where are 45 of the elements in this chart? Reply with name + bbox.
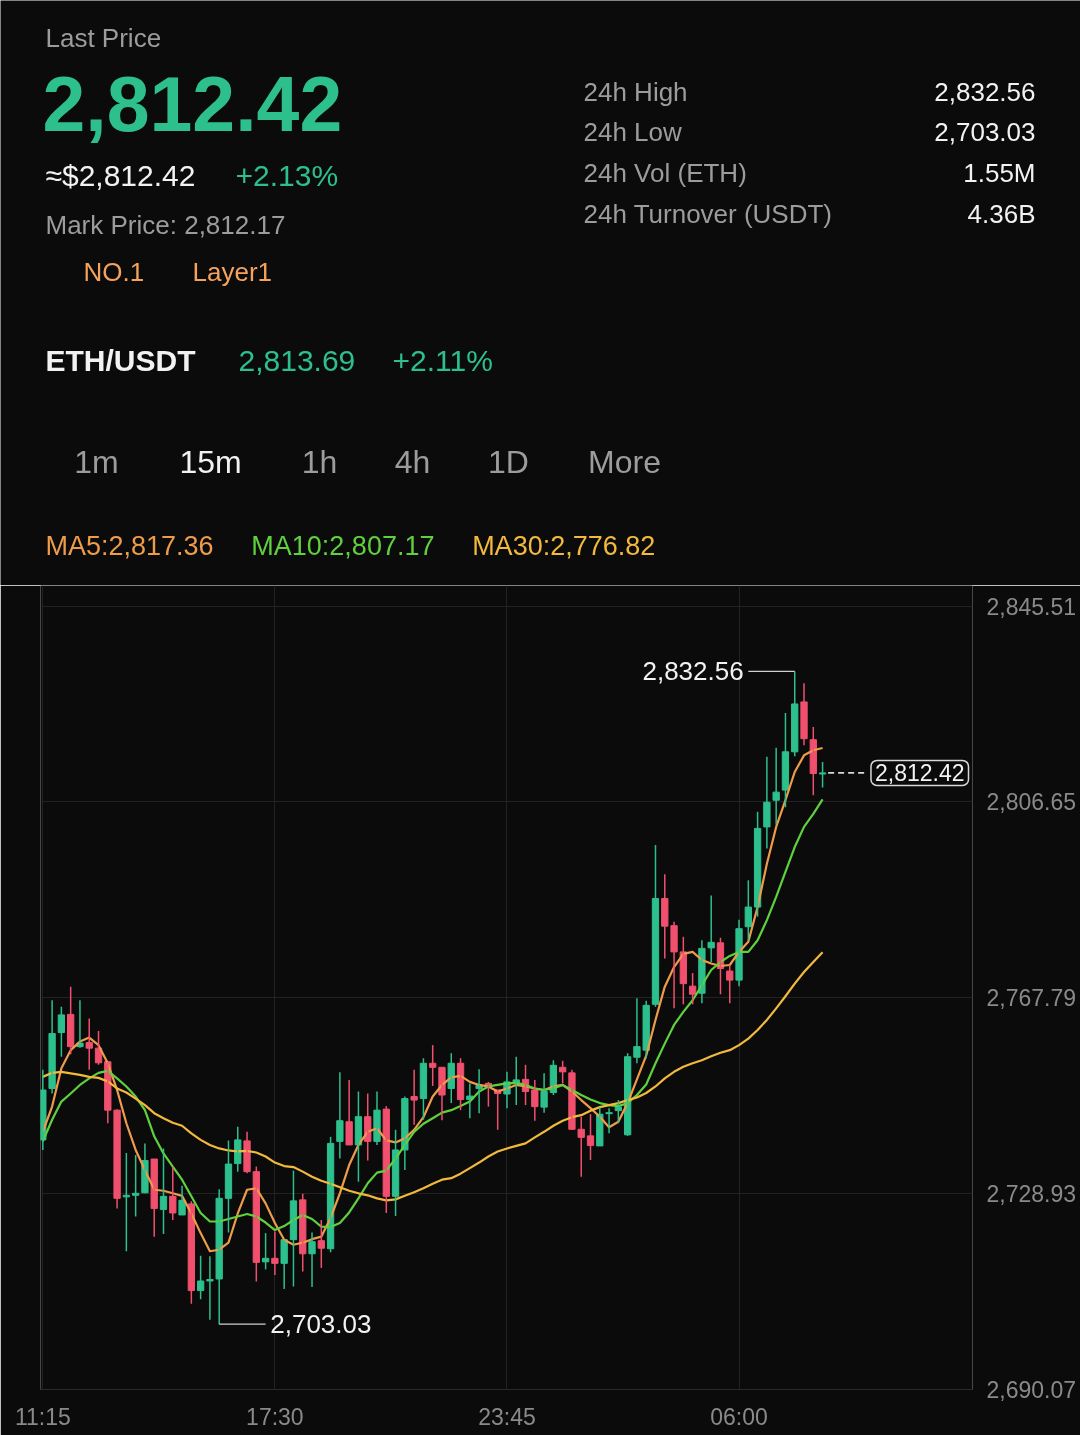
candlestick [818,761,827,789]
x-tick-label: 17:30 [246,1403,304,1430]
x-tick-label: 23:45 [478,1403,536,1430]
x-tick-label: 11:15 [14,1403,71,1430]
text: ≈$2,812.42 [45,159,196,192]
text: 1D [488,443,529,480]
candlestick [206,1255,214,1321]
y-tick-label: 2,690.07 [986,1377,1077,1403]
line-series [41,951,824,1202]
candlestick [429,1044,437,1087]
text: 2,812.42 [42,60,343,147]
text: +2.13% [235,159,339,192]
y-tick-label: 2,728.93 [986,1181,1077,1208]
text: 1h [301,443,338,480]
text: 24h Turnover (USDT) [583,198,833,229]
text: 24h Vol (ETH) [583,157,747,188]
text: 24h High [583,76,688,107]
annotation: 2,832.56 [642,656,744,687]
y-tick-label: 2,845.51 [986,593,1077,620]
text: 1m [74,443,119,480]
ref-line-label: 2,812.42 [874,760,965,787]
chart-title: ETH/USDT [45,344,196,377]
text: Last Price [45,22,162,53]
text: Mark Price: 2,812.17 [45,209,286,240]
text: MA10:2,807.17 [251,530,435,561]
candlestick [382,1105,390,1214]
text: 2,813.69 [238,343,356,377]
y-tick-label: 2,806.65 [986,789,1077,816]
text: MA5:2,817.36 [45,530,214,561]
text: 4.36B [967,198,1036,229]
x-tick-label: 06:00 [710,1403,768,1430]
text: +2.11% [392,344,493,377]
y-tick-label: 2,767.79 [986,985,1077,1012]
text: NO.1 [83,256,145,287]
text: 4h [394,443,431,480]
text: 2,832.56 [934,76,1036,107]
text: 24h Low [583,116,683,147]
text: 2,703.03 [934,116,1036,147]
text: More [588,443,661,480]
text: 15m [179,443,242,480]
text: 1.55M [963,157,1036,188]
annotation: 2,703.03 [270,1309,372,1340]
candlestick [791,670,799,758]
text: Layer1 [192,256,272,287]
text: MA30:2,776.82 [472,530,656,561]
